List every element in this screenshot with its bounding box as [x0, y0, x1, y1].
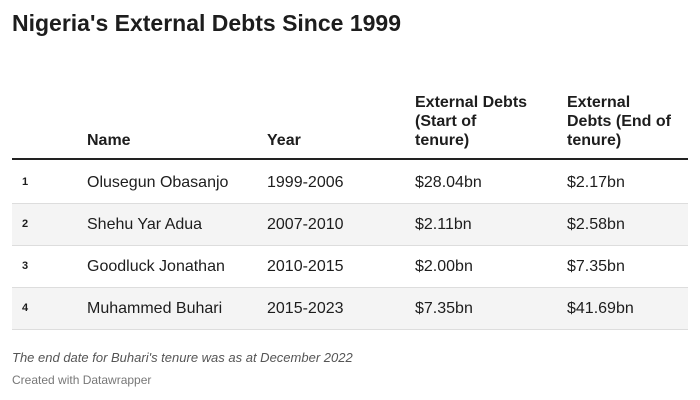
- table-row: 4 Muhammed Buhari 2015-2023 $7.35bn $41.69bn: [12, 288, 688, 330]
- table-cell: 1999-2006: [267, 174, 344, 191]
- table-cell: Goodluck Jonathan: [87, 258, 225, 275]
- table-header: Name Year External Debts (Start of tenure)…: [0, 80, 700, 150]
- table-cell: 2007-2010: [267, 216, 344, 233]
- table-cell: Olusegun Obasanjo: [87, 174, 229, 191]
- table-cell: $7.35bn: [567, 258, 625, 275]
- table-cell: $28.04bn: [415, 174, 482, 191]
- table-cell: $41.69bn: [567, 300, 634, 317]
- table-cell: $2.00bn: [415, 258, 473, 275]
- credit: Created with Datawrapper: [12, 373, 152, 387]
- table-row: 2 Shehu Yar Adua 2007-2010 $2.11bn $2.58bn: [12, 204, 688, 246]
- header-rule: [12, 158, 688, 160]
- table-row: 3 Goodluck Jonathan 2010-2015 $2.00bn $7.35b…: [12, 246, 688, 288]
- footnote: The end date for Buhari's tenure was as …: [12, 350, 353, 365]
- table-cell: $2.17bn: [567, 174, 625, 191]
- table-cell: 2010-2015: [267, 258, 344, 275]
- title: Nigeria's External Debts Since 1999: [12, 10, 401, 36]
- row-number: 3: [22, 260, 29, 272]
- table-cell: $2.58bn: [567, 216, 625, 233]
- column-header: Name: [87, 132, 131, 149]
- table-cell: 2015-2023: [267, 300, 344, 317]
- table-cell: Shehu Yar Adua: [87, 216, 203, 233]
- row-number: 1: [22, 176, 29, 188]
- column-header: External Debts (Start of tenure): [415, 94, 528, 149]
- column-header: External Debts (End of tenure): [567, 94, 671, 149]
- row-number: 2: [22, 218, 29, 230]
- table-cell: Muhammed Buhari: [87, 300, 223, 317]
- table-row: 1 Olusegun Obasanjo 1999-2006 $28.04bn $2.17…: [12, 162, 688, 204]
- table-cell: $2.11bn: [415, 216, 472, 233]
- table-cell: $7.35bn: [415, 300, 473, 317]
- row-number: 4: [22, 302, 29, 314]
- column-header: Year: [267, 132, 301, 149]
